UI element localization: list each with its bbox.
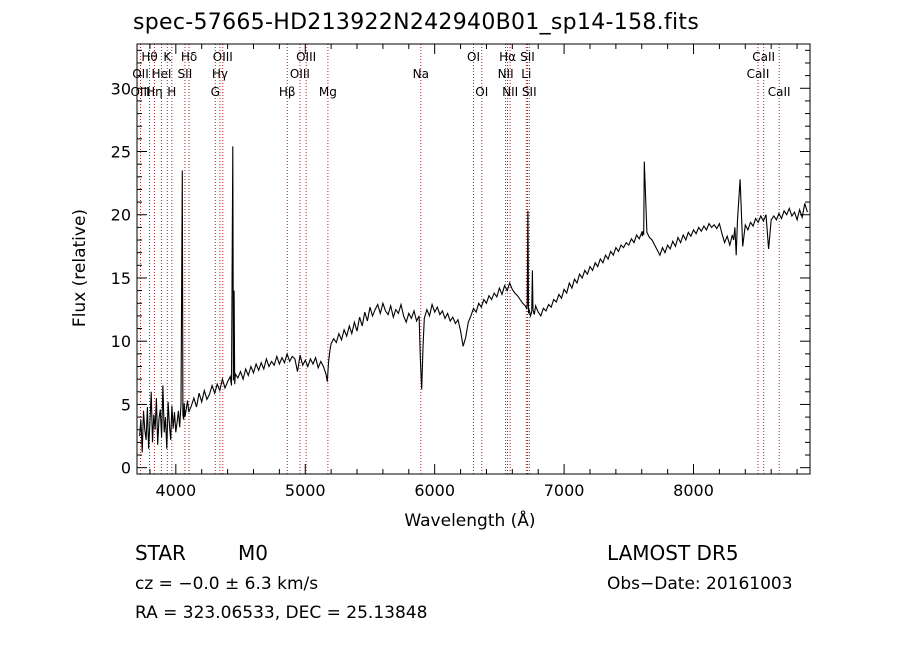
spectrum-series bbox=[139, 146, 808, 453]
x-tick-label: 6000 bbox=[414, 481, 455, 500]
y-tick-label: 0 bbox=[121, 459, 131, 478]
line-label: NII bbox=[498, 67, 514, 81]
observation-date: Obs−Date: 20161003 bbox=[607, 574, 793, 594]
line-label: Hθ bbox=[141, 50, 157, 64]
redshift-readout: cz = −0.0 ± 6.3 km/s bbox=[135, 574, 319, 594]
line-markers bbox=[139, 44, 780, 474]
y-tick-label: 20 bbox=[111, 206, 131, 225]
survey-name: LAMOST DR5 bbox=[607, 541, 739, 565]
plot-frame bbox=[136, 43, 811, 475]
line-label: G bbox=[211, 85, 220, 99]
object-class: STAR bbox=[135, 541, 186, 565]
tick-labels: 4000 5000 6000 7000 8000 0 5 10 15 20 25 30 bbox=[111, 79, 714, 500]
x-tick-label: 5000 bbox=[285, 481, 326, 500]
line-label: Hγ bbox=[212, 67, 228, 81]
line-label: OIII bbox=[296, 50, 316, 64]
chart-title: spec-57665-HD213922N242940B01_sp14-158.f… bbox=[133, 10, 700, 35]
line-label: Hδ bbox=[181, 50, 197, 64]
line-label: CaII bbox=[747, 67, 770, 81]
coordinates-readout: RA = 323.06533, DEC = 25.13848 bbox=[135, 603, 428, 623]
line-label: NII bbox=[502, 85, 518, 99]
line-label: Hη bbox=[146, 85, 163, 99]
line-label: Na bbox=[413, 67, 429, 81]
y-tick-label: 25 bbox=[111, 143, 131, 162]
y-tick-label: 30 bbox=[111, 79, 131, 98]
line-label: CaII bbox=[752, 50, 775, 64]
x-tick-label: 8000 bbox=[673, 481, 714, 500]
line-label: HeI bbox=[151, 67, 171, 81]
line-label: SII bbox=[522, 85, 537, 99]
line-label: CaII bbox=[768, 85, 791, 99]
x-axis-label: Wavelength (Å) bbox=[404, 511, 536, 531]
line-label: K bbox=[163, 50, 172, 64]
object-subclass: M0 bbox=[238, 541, 268, 565]
line-label: Li bbox=[521, 67, 531, 81]
line-label: OII bbox=[132, 67, 149, 81]
y-tick-label: 5 bbox=[121, 395, 131, 414]
y-tick-label: 15 bbox=[111, 269, 131, 288]
x-tick-label: 4000 bbox=[155, 481, 196, 500]
line-label: OI bbox=[467, 50, 480, 64]
line-label: SII bbox=[178, 67, 193, 81]
line-labels: Hθ OII OIII K HeI Hη H Hδ SII OIII Hγ G Hβ OIII OIII Mg… bbox=[130, 50, 790, 99]
line-label: SII bbox=[520, 50, 535, 64]
y-axis-label: Flux (relative) bbox=[70, 208, 90, 328]
line-label: Hα bbox=[499, 50, 516, 64]
line-label: OIII bbox=[213, 50, 233, 64]
y-tick-label: 10 bbox=[111, 332, 131, 351]
x-tick-label: 7000 bbox=[544, 481, 585, 500]
axis-ticks bbox=[137, 44, 810, 474]
line-label: Hβ bbox=[279, 85, 296, 99]
line-label: Mg bbox=[319, 85, 337, 99]
line-label: OI bbox=[475, 85, 488, 99]
line-label: H bbox=[167, 85, 176, 99]
line-label: OIII bbox=[290, 67, 310, 81]
line-label: OIII bbox=[130, 85, 150, 99]
spectrum-line bbox=[139, 146, 808, 453]
